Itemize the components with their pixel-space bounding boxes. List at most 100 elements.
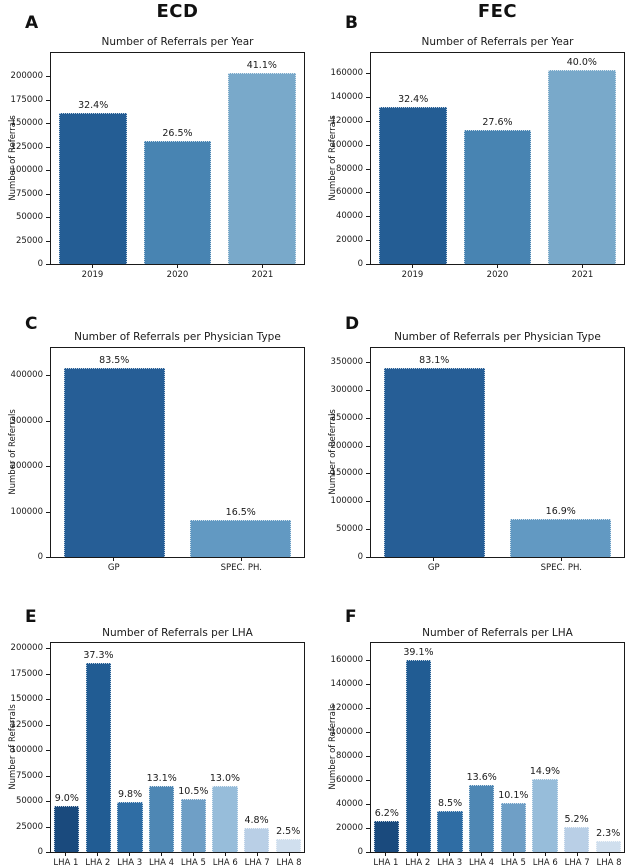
x-tick-label: LHA 3 bbox=[117, 858, 143, 866]
x-slot: LHA 5 bbox=[498, 853, 530, 866]
y-tick-label: 200000 bbox=[330, 440, 363, 451]
bar-lha-7 bbox=[243, 827, 270, 852]
x-tick-mark bbox=[560, 558, 562, 561]
panel-letter-d: D bbox=[345, 314, 360, 334]
x-slot: 2021 bbox=[220, 265, 305, 280]
x-tick-label: LHA 1 bbox=[53, 858, 79, 866]
y-tick-mark bbox=[366, 417, 370, 419]
bar-slot: 41.1% bbox=[220, 53, 304, 264]
bar-2020 bbox=[463, 129, 532, 264]
panel-E: E Number of Referrals per LHA Number of … bbox=[0, 578, 320, 866]
bar-slot: 32.4% bbox=[51, 53, 135, 264]
y-tick-mark bbox=[366, 852, 370, 853]
y-tick-label: 75000 bbox=[15, 188, 43, 199]
y-tick-mark bbox=[366, 529, 370, 531]
y-tick-label: 25000 bbox=[15, 235, 43, 246]
y-tick-mark bbox=[46, 240, 50, 242]
bar-value-label: 2.5% bbox=[276, 826, 301, 838]
y-tick-label: 175000 bbox=[10, 94, 43, 105]
panel-letter-a: A bbox=[25, 13, 39, 33]
bar-slot: 13.1% bbox=[146, 643, 178, 852]
y-tick-mark bbox=[366, 240, 370, 242]
chart-title: Number of Referrals per LHA bbox=[102, 627, 253, 639]
panel-letter-b: B bbox=[345, 13, 358, 33]
bar-value-label: 27.6% bbox=[482, 116, 513, 128]
bar-slot: 37.3% bbox=[83, 643, 115, 852]
y-tick-label: 0 bbox=[37, 259, 43, 269]
x-tick-mark bbox=[65, 853, 67, 856]
column-header-fec: FEC bbox=[477, 1, 518, 22]
bar-lha-3 bbox=[437, 810, 463, 852]
x-tick-label: LHA 5 bbox=[180, 858, 206, 866]
bar-2019 bbox=[59, 113, 127, 264]
x-axis: GP SPEC. PH. bbox=[370, 558, 625, 573]
y-tick-label: 250000 bbox=[330, 412, 363, 423]
bars: 9.0% 37.3% 9.8% 13.1% 10.5% 13.0% 4.8% 2.5% bbox=[51, 643, 304, 852]
x-tick-mark bbox=[129, 853, 131, 856]
y-tick-label: 20000 bbox=[335, 822, 363, 833]
y-tick-mark bbox=[46, 264, 50, 265]
bar-lha-8 bbox=[275, 839, 301, 852]
x-tick-label: 2021 bbox=[251, 270, 274, 280]
x-slot: 2019 bbox=[370, 265, 455, 280]
y-tick-label: 150000 bbox=[330, 468, 363, 479]
plot-area: 0 25000 50000 75000 100000 125000 150000 175000… bbox=[11, 642, 305, 857]
y-tick-mark bbox=[366, 144, 370, 146]
y-tick-label: 100000 bbox=[330, 496, 363, 507]
y-tick-mark bbox=[366, 659, 370, 661]
x-tick-label: 2019 bbox=[81, 270, 104, 280]
y-tick-mark bbox=[46, 375, 50, 377]
y-tick-label: 60000 bbox=[335, 774, 363, 785]
bar-value-label: 5.2% bbox=[564, 813, 589, 825]
y-tick-label: 0 bbox=[357, 552, 363, 562]
y-tick-mark bbox=[46, 775, 50, 777]
y-tick-mark bbox=[366, 827, 370, 829]
bar-value-label: 32.4% bbox=[398, 93, 429, 105]
bar-slot: 16.9% bbox=[498, 348, 625, 557]
bar-slot: 26.5% bbox=[135, 53, 219, 264]
x-tick-label: LHA 6 bbox=[212, 858, 238, 866]
bar-slot: 27.6% bbox=[455, 53, 539, 264]
bar-slot: 8.5% bbox=[434, 643, 466, 852]
y-tick-mark bbox=[46, 76, 50, 78]
y-tick-mark bbox=[46, 852, 50, 853]
y-tick-label: 160000 bbox=[330, 68, 363, 79]
y-tick-mark bbox=[46, 146, 50, 148]
bar-slot: 4.8% bbox=[241, 643, 273, 852]
bar-value-label: 9.8% bbox=[117, 789, 143, 801]
x-tick-mark bbox=[262, 265, 263, 268]
bar-slot: 83.1% bbox=[371, 348, 498, 557]
bar-value-label: 32.4% bbox=[78, 100, 109, 112]
x-slot: 2021 bbox=[540, 265, 625, 280]
x-slot: LHA 8 bbox=[273, 853, 305, 866]
x-axis: GP SPEC. PH. bbox=[50, 558, 305, 573]
x-tick-label: 2020 bbox=[486, 270, 509, 280]
x-tick-label: GP bbox=[427, 563, 440, 573]
y-tick-label: 80000 bbox=[335, 750, 363, 761]
x-tick-label: LHA 3 bbox=[437, 858, 463, 866]
bar-lha-4 bbox=[469, 785, 495, 852]
x-tick-label: LHA 8 bbox=[596, 858, 622, 866]
y-tick-mark bbox=[366, 683, 370, 685]
x-tick-label: LHA 4 bbox=[469, 858, 495, 866]
y-tick-label: 40000 bbox=[335, 798, 363, 809]
x-slot: GP bbox=[50, 558, 178, 573]
x-tick-mark bbox=[412, 265, 413, 268]
y-tick-mark bbox=[46, 99, 50, 101]
y-tick-label: 120000 bbox=[330, 702, 363, 713]
bars: 83.1% 16.9% bbox=[371, 348, 624, 557]
x-axis: LHA 1 LHA 2 LHA 3 LHA 4 LHA 5 LHA 6 LHA 7 LHA 8 bbox=[370, 853, 625, 866]
plot-area: 0 20000 40000 60000 80000 100000 120000 140000 1… bbox=[331, 52, 625, 269]
y-tick-mark bbox=[46, 673, 50, 675]
x-slot: LHA 5 bbox=[178, 853, 210, 866]
x-tick-mark bbox=[576, 853, 578, 856]
x-tick-label: LHA 2 bbox=[405, 858, 431, 866]
bar-value-label: 6.2% bbox=[374, 808, 399, 820]
bar-slot: 2.3% bbox=[592, 643, 624, 852]
bar-value-label: 13.0% bbox=[209, 773, 241, 785]
chart-title: Number of Referrals per LHA bbox=[422, 627, 573, 639]
panel-letter-e: E bbox=[25, 607, 37, 627]
x-tick-label: SPEC. PH. bbox=[220, 563, 262, 573]
x-slot: LHA 4 bbox=[146, 853, 178, 866]
bar-value-label: 9.0% bbox=[54, 793, 79, 805]
